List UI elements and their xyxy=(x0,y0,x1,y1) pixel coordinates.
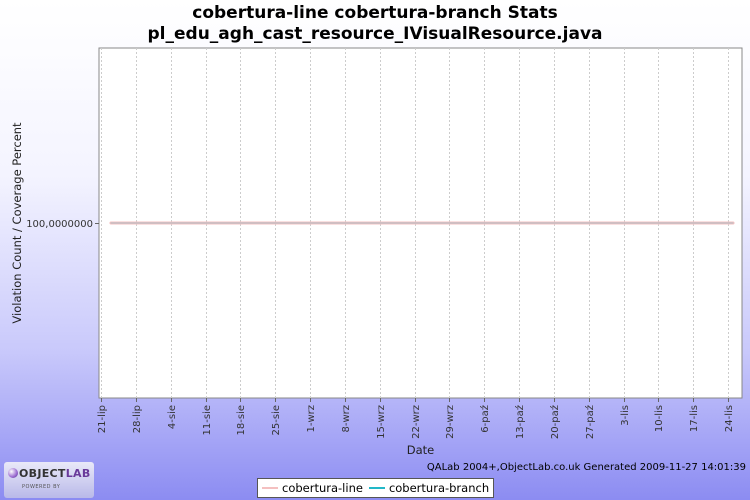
x-tick-label: 22-wrz xyxy=(411,405,422,439)
x-tick-label: 10-lis xyxy=(654,405,665,432)
x-axis-label: Date xyxy=(407,443,435,457)
x-tick-label: 21-lip xyxy=(97,405,108,433)
logo-text-object: OBJECT xyxy=(19,467,66,480)
chart-title: cobertura-line cobertura-branch Stats xyxy=(192,3,558,23)
logo-subtext: POWERED BY xyxy=(22,484,61,490)
x-tick-label: 4-sie xyxy=(167,405,178,429)
x-tick-label: 15-wrz xyxy=(376,405,387,439)
legend-item-cobertura-branch: cobertura-branch xyxy=(368,481,490,495)
objectlab-logo: OBJECTLAB POWERED BY xyxy=(4,462,94,498)
x-tick-label: 25-sie xyxy=(271,405,282,435)
x-tick-label: 20-paź xyxy=(549,405,561,439)
x-tick-label: 28-lip xyxy=(132,405,143,433)
x-tick-label: 6-paź xyxy=(479,405,491,433)
y-tick-label: 100,0000000 xyxy=(26,219,93,230)
chart-subtitle: pl_edu_agh_cast_resource_IVisualResource… xyxy=(147,24,603,44)
x-tick-label: 13-paź xyxy=(514,405,526,439)
chart-legend: cobertura-line cobertura-branch xyxy=(257,478,495,498)
x-tick-label: 18-sie xyxy=(236,405,247,435)
logo-orb-icon xyxy=(8,468,18,478)
legend-swatch xyxy=(262,487,278,489)
x-tick-label: 27-paź xyxy=(584,405,596,439)
y-axis-label: Violation Count / Coverage Percent xyxy=(10,122,24,324)
x-tick-label: 8-wrz xyxy=(341,405,352,433)
x-tick-label: 24-lis xyxy=(724,405,735,432)
logo-text-lab: LAB xyxy=(65,467,91,480)
legend-label: cobertura-line xyxy=(282,481,363,495)
logo-wordmark: OBJECTLAB xyxy=(8,467,91,480)
x-tick-label: 11-sie xyxy=(202,405,213,435)
x-tick-label: 29-wrz xyxy=(445,405,456,439)
x-tick-label: 3-lis xyxy=(620,405,631,426)
x-tick-label: 17-lis xyxy=(689,405,700,432)
generated-text: QALab 2004+,ObjectLab.co.uk Generated 20… xyxy=(426,462,746,473)
x-tick-label: 1-wrz xyxy=(306,405,317,433)
legend-label: cobertura-branch xyxy=(388,481,490,495)
legend-item-cobertura-line: cobertura-line xyxy=(262,481,363,495)
legend-swatch xyxy=(368,487,385,489)
